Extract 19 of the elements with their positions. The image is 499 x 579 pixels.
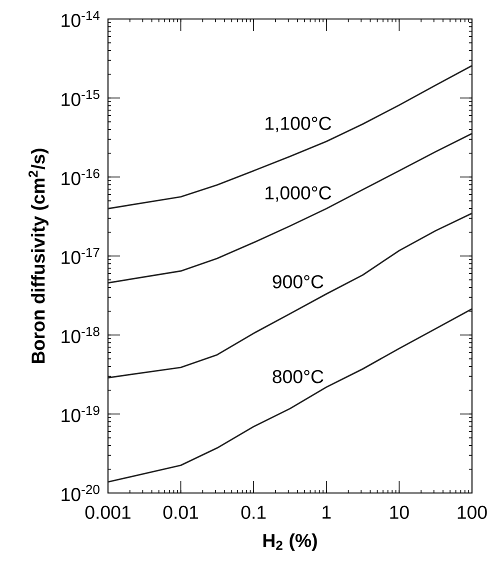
y-tick-label: 10$^{-14}$ bbox=[62, 10, 100, 28]
x-tick-label: 100 bbox=[458, 506, 487, 519]
x-tick-label: 0.01 bbox=[163, 506, 198, 519]
y-tick-label: 10$^{-15}$ bbox=[62, 90, 100, 106]
series-label: 900°C bbox=[272, 275, 324, 288]
x-tick-label: 10 bbox=[390, 506, 409, 519]
y-axis-title: Boron diffusivity (cm$^{2}$/s) bbox=[28, 148, 48, 363]
y-tick-label: 10$^{-19}$ bbox=[62, 406, 100, 422]
x-axis-title: H$_{2}$ (%) bbox=[263, 533, 317, 551]
x-tick-label: 1 bbox=[322, 506, 331, 519]
y-tick-label: 10$^{-16}$ bbox=[62, 168, 100, 186]
x-tick-label: 0.001 bbox=[85, 506, 130, 519]
x-tick-label: 0.1 bbox=[241, 506, 266, 519]
series-label: 800°C bbox=[272, 370, 324, 384]
y-tick-label: 10$^{-18}$ bbox=[62, 326, 100, 344]
y-tick-label: 10$^{-20}$ bbox=[62, 484, 100, 502]
series-label: 1,100°C bbox=[266, 116, 332, 132]
y-tick-label: 10$^{-17}$ bbox=[62, 248, 100, 264]
series-label: 1,000°C bbox=[266, 186, 332, 202]
